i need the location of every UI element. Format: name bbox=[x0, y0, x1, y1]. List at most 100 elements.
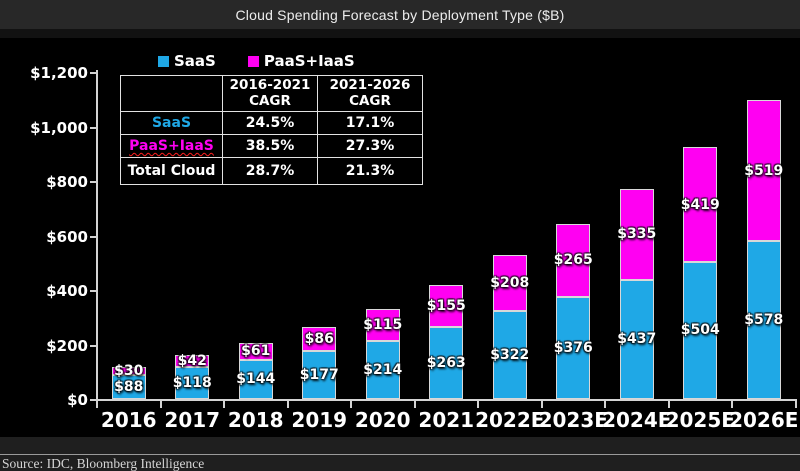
x-axis-tick bbox=[223, 401, 225, 408]
bar-value-saas: $376 bbox=[553, 339, 593, 356]
y-axis-label: $1,000 bbox=[30, 118, 88, 137]
bar-value-paas-iaas: $519 bbox=[744, 162, 784, 179]
cagr-value-cell: 24.5% bbox=[222, 111, 318, 136]
bar-value-paas-iaas: $419 bbox=[680, 196, 720, 213]
source-text: Source: IDC, Bloomberg Intelligence bbox=[2, 456, 205, 471]
chart-area: SaaS PaaS+IaaS 2016-2021 CAGR 2021-2026 CA… bbox=[0, 29, 800, 437]
bar-segment-saas bbox=[683, 261, 718, 399]
y-axis-label: $800 bbox=[46, 173, 88, 191]
legend-swatch-saas bbox=[158, 55, 169, 67]
y-axis-tick bbox=[90, 126, 96, 129]
bar-value-paas-iaas: $61 bbox=[241, 343, 271, 360]
bar-segment-paas-iaas bbox=[683, 147, 718, 262]
legend-item: SaaS bbox=[158, 52, 216, 70]
y-axis-label: $1,200 bbox=[30, 64, 88, 82]
bar-value-paas-iaas: $30 bbox=[114, 362, 144, 379]
cagr-value-cell: 21.3% bbox=[317, 157, 423, 186]
x-axis-tick bbox=[477, 401, 479, 408]
cagr-row-label-text: PaaS+IaaS bbox=[129, 137, 214, 154]
bar-segment-paas-iaas bbox=[556, 224, 591, 297]
y-axis-label: $200 bbox=[46, 336, 88, 355]
x-axis-label: 2018 bbox=[227, 408, 284, 432]
bar-value-paas-iaas: $115 bbox=[363, 317, 403, 334]
x-axis-tick bbox=[96, 401, 98, 408]
bar-value-saas: $504 bbox=[680, 322, 720, 339]
bar-value-saas: $322 bbox=[490, 347, 530, 364]
y-axis-tick bbox=[90, 399, 96, 401]
x-axis-tick bbox=[540, 401, 543, 408]
x-axis-label: 2022E bbox=[475, 408, 545, 432]
x-axis-label: 2026E bbox=[729, 408, 799, 432]
bar-segment-paas-iaas bbox=[365, 309, 400, 341]
cagr-col-header: 2016-2021 CAGR bbox=[222, 74, 318, 113]
bar-segment-saas bbox=[238, 359, 273, 399]
x-axis-tick bbox=[159, 401, 162, 408]
chart-title: Cloud Spending Forecast by Deployment Ty… bbox=[235, 6, 565, 23]
bar-value-saas: $177 bbox=[299, 366, 339, 383]
bar-segment-paas-iaas bbox=[111, 366, 146, 376]
bar-segment-saas bbox=[365, 340, 400, 399]
x-axis-tick bbox=[731, 401, 733, 408]
cagr-value-cell: 17.1% bbox=[317, 111, 423, 136]
bar-segment-saas bbox=[429, 327, 464, 399]
bar-segment-saas bbox=[746, 241, 781, 399]
legend-item: PaaS+IaaS bbox=[247, 52, 355, 70]
y-axis-label: $0 bbox=[67, 391, 88, 409]
bar-value-saas: $437 bbox=[617, 331, 657, 348]
bar-segment-saas bbox=[619, 279, 654, 399]
legend-label: PaaS+IaaS bbox=[263, 52, 355, 70]
bar-segment-paas-iaas bbox=[492, 254, 527, 312]
cagr-row-label: Total Cloud bbox=[120, 157, 223, 186]
cagr-value-cell: 27.3% bbox=[317, 134, 423, 159]
cagr-row-label: PaaS+IaaS bbox=[120, 134, 223, 159]
cagr-row-label-text: Total Cloud bbox=[127, 162, 216, 179]
bar-value-saas: $144 bbox=[236, 371, 276, 388]
bar-value-paas-iaas: $155 bbox=[426, 298, 466, 315]
bar-value-paas-iaas: $42 bbox=[177, 353, 207, 370]
bar-segment-paas-iaas bbox=[619, 188, 654, 280]
y-axis-tick bbox=[90, 344, 96, 347]
x-axis-tick bbox=[604, 401, 606, 408]
cagr-corner-cell bbox=[120, 74, 223, 113]
x-axis-label: 2019 bbox=[291, 408, 348, 432]
x-axis bbox=[96, 399, 797, 401]
chart-title-bar: Cloud Spending Forecast by Deployment Ty… bbox=[0, 0, 800, 29]
cagr-row-label-text: SaaS bbox=[151, 114, 192, 131]
x-axis-label: 2024E bbox=[602, 408, 672, 432]
bar-value-paas-iaas: $86 bbox=[304, 331, 334, 348]
y-axis-tick bbox=[90, 235, 96, 238]
bar-segment-saas bbox=[175, 366, 210, 399]
bar-segment-saas bbox=[492, 311, 527, 399]
legend-label: SaaS bbox=[174, 52, 216, 70]
cagr-value-cell: 38.5% bbox=[222, 134, 318, 159]
x-axis-tick bbox=[286, 401, 289, 408]
bar-segment-paas-iaas bbox=[746, 100, 781, 242]
y-axis-label: $400 bbox=[46, 282, 88, 300]
bar-value-saas: $118 bbox=[172, 374, 212, 391]
x-axis-tick bbox=[667, 401, 670, 408]
cagr-table: 2016-2021 CAGR 2021-2026 CAGR SaaS 24.5% 17.… bbox=[120, 74, 423, 186]
x-axis-label: 2016 bbox=[100, 408, 157, 432]
x-axis-label: 2023E bbox=[538, 408, 608, 432]
source-footer: Source: IDC, Bloomberg Intelligence bbox=[0, 437, 800, 471]
bar-value-saas: $88 bbox=[114, 379, 144, 395]
bar-value-saas: $578 bbox=[744, 312, 784, 329]
bar-value-paas-iaas: $265 bbox=[553, 252, 593, 269]
cagr-row-label: SaaS bbox=[120, 111, 223, 136]
bar-segment-paas-iaas bbox=[429, 285, 464, 328]
x-axis-tick bbox=[350, 401, 352, 408]
cagr-col-header: 2021-2026 CAGR bbox=[317, 74, 423, 113]
bar-value-paas-iaas: $208 bbox=[490, 274, 530, 291]
legend-swatch-paas-iaas bbox=[247, 55, 259, 67]
bar-value-saas: $214 bbox=[363, 361, 403, 378]
y-axis-tick bbox=[90, 290, 96, 292]
bar-segment-saas bbox=[556, 296, 591, 399]
bar-segment-paas-iaas bbox=[302, 327, 337, 351]
y-axis-tick bbox=[90, 181, 96, 183]
chart-legend: SaaS PaaS+IaaS bbox=[158, 52, 355, 70]
x-axis-label: 2020 bbox=[354, 408, 411, 432]
x-axis-label: 2025E bbox=[665, 408, 735, 432]
y-axis-label: $600 bbox=[46, 227, 88, 246]
x-axis-label: 2017 bbox=[164, 408, 221, 432]
